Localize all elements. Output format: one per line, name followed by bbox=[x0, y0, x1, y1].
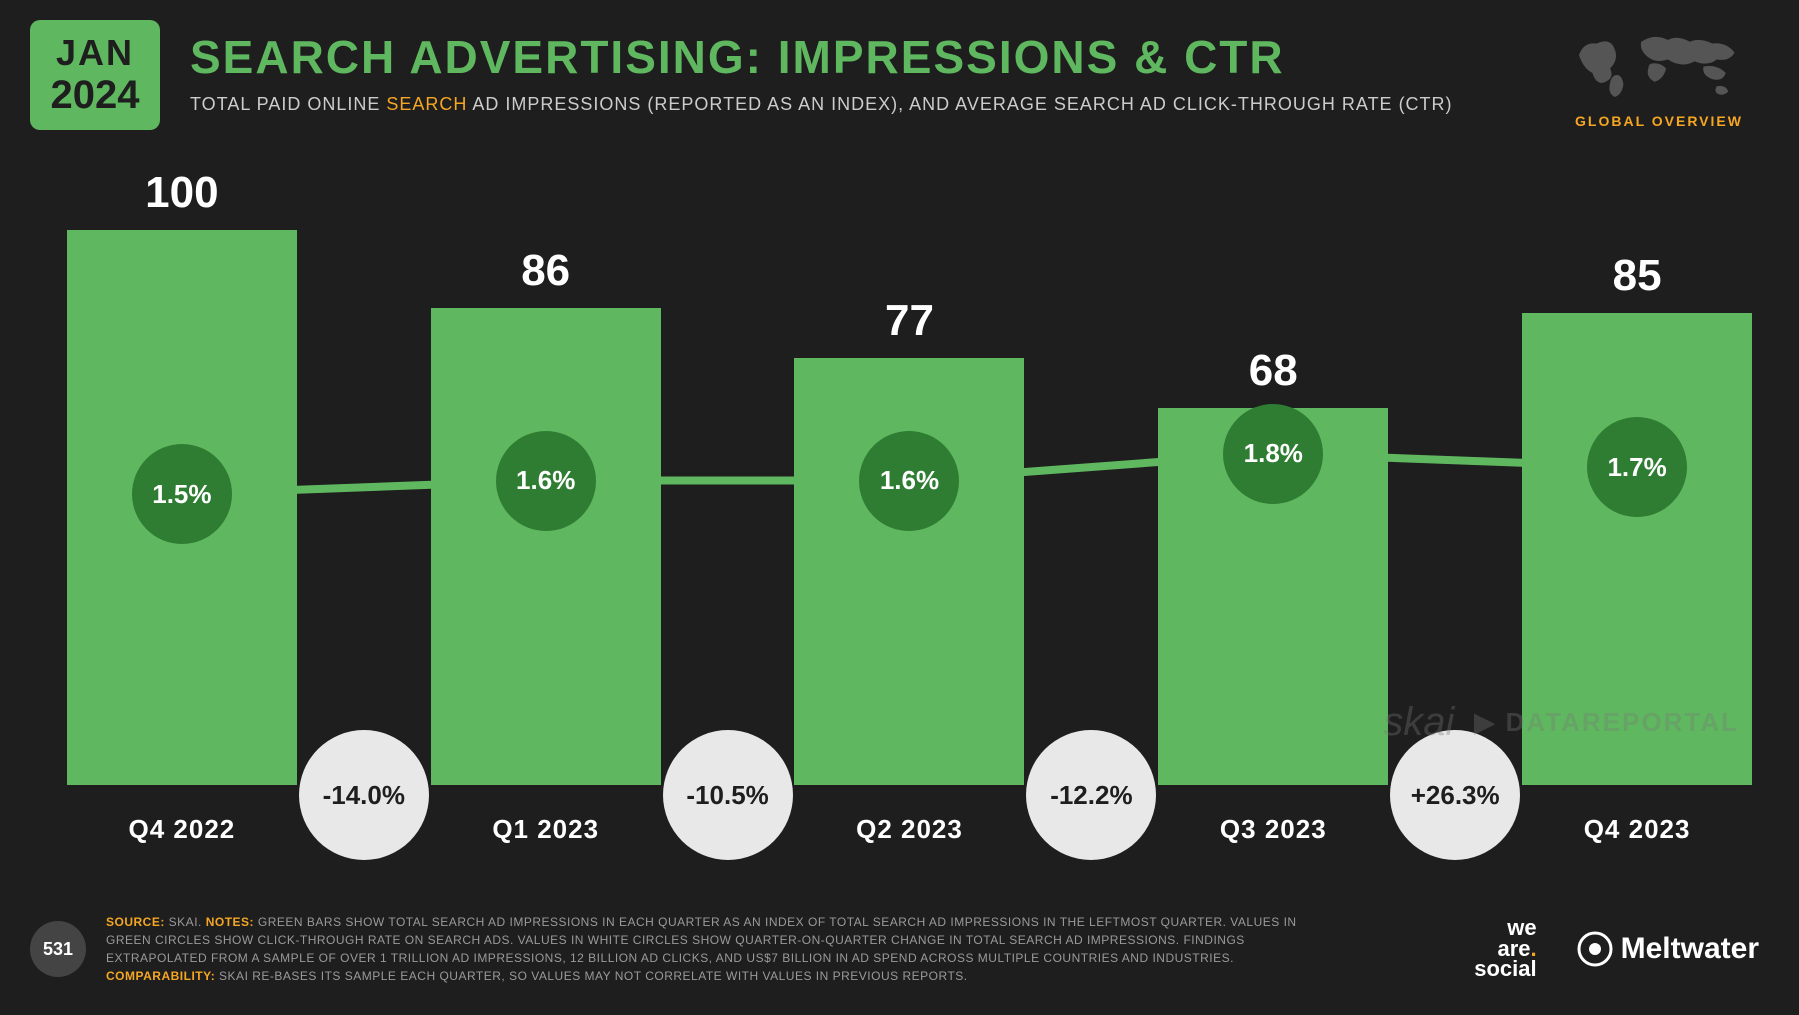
ctr-circle: 1.7% bbox=[1587, 417, 1687, 517]
page-subtitle: TOTAL PAID ONLINE SEARCH AD IMPRESSIONS … bbox=[190, 94, 1549, 115]
date-badge: JAN 2024 bbox=[30, 20, 160, 130]
source-label: SOURCE: bbox=[106, 915, 165, 929]
notes-label: NOTES: bbox=[206, 915, 254, 929]
footer: 531 SOURCE: SKAI. NOTES: GREEN BARS SHOW… bbox=[30, 913, 1759, 985]
watermark-datareportal: ▶ DATAREPORTAL bbox=[1474, 707, 1739, 738]
subtitle-highlight: SEARCH bbox=[386, 94, 467, 114]
bar-label: Q4 2023 bbox=[1584, 814, 1691, 845]
world-map-icon bbox=[1569, 24, 1749, 104]
source-text: SKAI. bbox=[165, 915, 206, 929]
bar-value: 86 bbox=[521, 246, 570, 296]
logos: we are. social Meltwater bbox=[1474, 918, 1759, 981]
watermark-skai: skai bbox=[1383, 700, 1454, 745]
meltwater-icon bbox=[1577, 931, 1613, 967]
bar bbox=[794, 358, 1024, 785]
watermark: skai ▶ DATAREPORTAL bbox=[1383, 700, 1739, 745]
ctr-circle: 1.5% bbox=[132, 444, 232, 544]
ctr-circle: 1.6% bbox=[496, 431, 596, 531]
date-year: 2024 bbox=[51, 75, 140, 115]
page-number: 531 bbox=[30, 921, 86, 977]
notes-text: GREEN BARS SHOW TOTAL SEARCH AD IMPRESSI… bbox=[106, 915, 1297, 965]
comparability-label: COMPARABILITY: bbox=[106, 969, 215, 983]
globe-overview: GLOBAL OVERVIEW bbox=[1559, 24, 1759, 129]
logo-meltwater: Meltwater bbox=[1577, 931, 1759, 967]
bar-label: Q1 2023 bbox=[492, 814, 599, 845]
bar-value: 100 bbox=[145, 168, 218, 218]
qoq-change-circle: -12.2% bbox=[1026, 730, 1156, 860]
globe-label: GLOBAL OVERVIEW bbox=[1559, 113, 1759, 129]
qoq-change-circle: +26.3% bbox=[1390, 730, 1520, 860]
subtitle-pre: TOTAL PAID ONLINE bbox=[190, 94, 386, 114]
page-title: SEARCH ADVERTISING: IMPRESSIONS & CTR bbox=[190, 30, 1549, 84]
ctr-circle: 1.8% bbox=[1223, 404, 1323, 504]
bar bbox=[431, 308, 661, 785]
bar-label: Q3 2023 bbox=[1220, 814, 1327, 845]
logo-we-are-social: we are. social bbox=[1474, 918, 1536, 981]
qoq-change-circle: -10.5% bbox=[663, 730, 793, 860]
header: SEARCH ADVERTISING: IMPRESSIONS & CTR TO… bbox=[190, 30, 1549, 115]
bar-label: Q2 2023 bbox=[856, 814, 963, 845]
bar-slot: 68 Q3 2023 bbox=[1151, 170, 1395, 845]
ctr-circle: 1.6% bbox=[859, 431, 959, 531]
bar-value: 85 bbox=[1613, 251, 1662, 301]
footnote: SOURCE: SKAI. NOTES: GREEN BARS SHOW TOT… bbox=[106, 913, 1306, 985]
comparability-text: SKAI RE-BASES ITS SAMPLE EACH QUARTER, S… bbox=[215, 969, 967, 983]
qoq-change-circle: -14.0% bbox=[299, 730, 429, 860]
date-month: JAN bbox=[56, 35, 134, 71]
slide: JAN 2024 SEARCH ADVERTISING: IMPRESSIONS… bbox=[0, 0, 1799, 1015]
subtitle-post: AD IMPRESSIONS (REPORTED AS AN INDEX), A… bbox=[467, 94, 1452, 114]
bar-value: 68 bbox=[1249, 346, 1298, 396]
gap-slot: -12.2% bbox=[1031, 170, 1151, 845]
bar-label: Q4 2022 bbox=[129, 814, 236, 845]
gap-slot: -10.5% bbox=[668, 170, 788, 845]
gap-slot: -14.0% bbox=[304, 170, 424, 845]
bar-value: 77 bbox=[885, 296, 934, 346]
